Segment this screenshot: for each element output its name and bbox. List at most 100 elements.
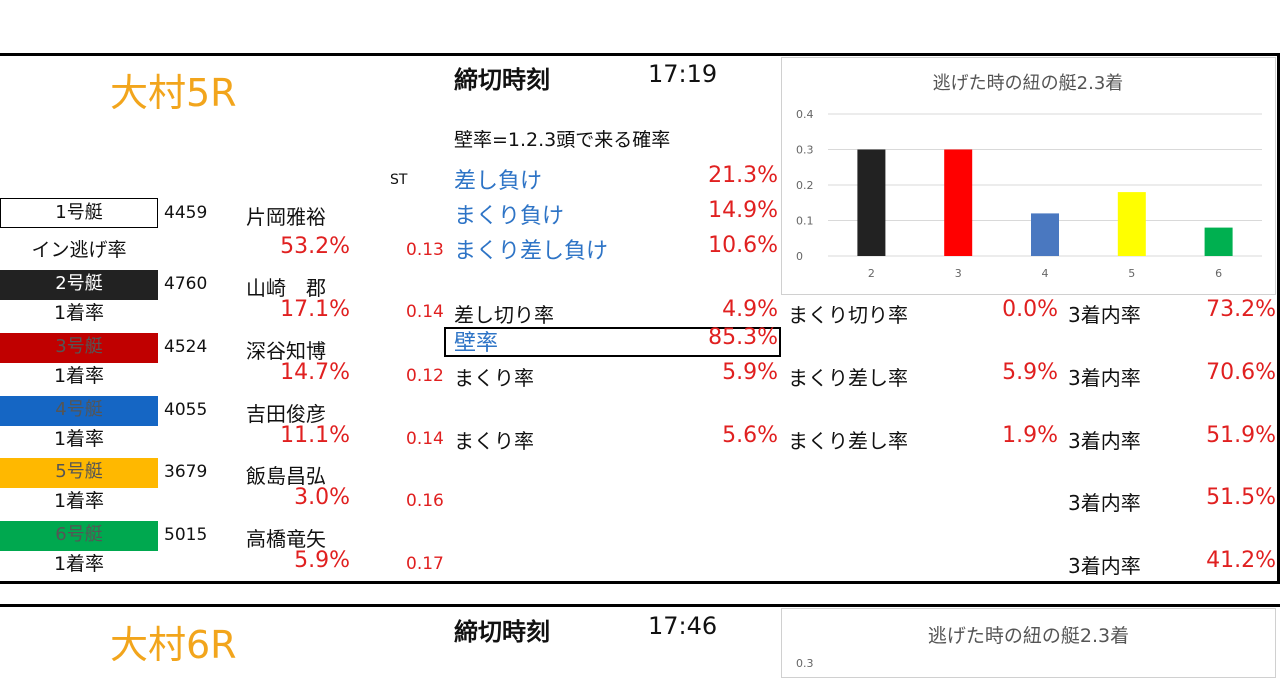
- bar-boat-4: [1031, 213, 1059, 256]
- boat-2-sashikiri-value: 4.9%: [722, 297, 778, 322]
- bar-boat-5: [1117, 192, 1146, 256]
- boat-6-rate-label: 1着率: [53, 553, 105, 575]
- boat-3-rate-label: 1着率: [53, 365, 105, 387]
- boat-1-rate: 53.2%: [280, 234, 350, 259]
- boat-5-top3-value: 51.5%: [1206, 485, 1276, 510]
- race1-deadline-label: 締切時刻: [454, 66, 550, 94]
- boat-4-makurisashi-value: 1.9%: [1002, 423, 1058, 448]
- chart-bars: [857, 149, 1233, 256]
- loss-value-makuri-sashi: 10.6%: [708, 233, 778, 258]
- boat-2-top3-label: 3着内率: [1068, 303, 1141, 327]
- race1-right-border: [1277, 53, 1280, 583]
- boat-3-makurisashi-label: まくり差し率: [788, 366, 908, 390]
- boat-4-racer-id: 4055: [164, 400, 208, 420]
- y-tick-label: 0: [796, 250, 803, 263]
- boat-2-racer-name: 山崎 郡: [246, 276, 326, 300]
- boat-4-top3-label: 3着内率: [1068, 429, 1141, 453]
- boat-4-makuri-value: 5.6%: [722, 423, 778, 448]
- boat-6-top3-value: 41.2%: [1206, 548, 1276, 573]
- boat-6-st: 0.17: [406, 554, 444, 574]
- boat-3-racer-id: 4524: [164, 337, 208, 357]
- boat-2-top3-value: 73.2%: [1206, 297, 1276, 322]
- boat-2-makurikiri-label: まくり切り率: [788, 303, 908, 327]
- loss-value-sashi: 21.3%: [708, 163, 778, 188]
- y-tick-label: 0.3: [796, 144, 814, 157]
- wall-rate-label: 壁率: [454, 331, 499, 356]
- race2-deadline-time: 17:46: [648, 612, 718, 640]
- boat-4-makurisashi-label: まくり差し率: [788, 429, 908, 453]
- boat-2-rate-label: 1着率: [53, 302, 105, 324]
- loss-label-makuri: まくり負け: [454, 204, 565, 229]
- boat-3-makuri-label: まくり率: [454, 366, 534, 390]
- bar-boat-3: [944, 149, 973, 256]
- race2-venue-title: 大村6R: [110, 623, 237, 667]
- race2-chart-title: 逃げた時の紐の艇2.3着: [927, 625, 1130, 647]
- boat-3-rate: 14.7%: [280, 360, 350, 385]
- race2-chart-y-top-tick: 0.3: [796, 657, 814, 670]
- loss-value-makuri: 14.9%: [708, 198, 778, 223]
- boat-1-label: 1号艇: [0, 198, 158, 228]
- x-tick-label: 6: [1215, 267, 1222, 280]
- boat-2-st: 0.14: [406, 302, 444, 322]
- boat-6-top3-label: 3着内率: [1068, 554, 1141, 578]
- race2-top-border: [0, 604, 1280, 607]
- boat-1-racer-id: 4459: [164, 203, 208, 223]
- race2-deadline-label: 締切時刻: [454, 618, 550, 646]
- x-tick-label: 3: [955, 267, 962, 280]
- boat-4-st: 0.14: [406, 429, 444, 449]
- boat-1-st: 0.13: [406, 240, 444, 260]
- boat-2-racer-id: 4760: [164, 274, 208, 294]
- y-tick-label: 0.2: [796, 179, 814, 192]
- loss-label-sashi: 差し負け: [454, 169, 543, 194]
- boat-1-racer-name: 片岡雅裕: [246, 205, 326, 229]
- wall-rate-value: 85.3%: [708, 325, 778, 350]
- boat-1-rate-label: イン逃げ率: [31, 239, 127, 261]
- boat-5-rate: 3.0%: [294, 485, 350, 510]
- race1-deadline-time: 17:19: [648, 60, 718, 88]
- boat-4-rate: 11.1%: [280, 423, 350, 448]
- race1-bar-chart: 逃げた時の紐の艇2.3着 0 0.1 0.2 0.3 0.4 2 3 4 5 6: [796, 73, 1262, 280]
- boat-5-racer-name: 飯島昌弘: [246, 464, 326, 488]
- x-tick-label: 4: [1042, 267, 1049, 280]
- race1-top-border: [0, 53, 1280, 56]
- wall-definition-note: 壁率=1.2.3頭で来る確率: [454, 129, 671, 151]
- boat-3-label: 3号艇: [0, 333, 158, 363]
- boat-3-racer-name: 深谷知博: [246, 339, 326, 363]
- boat-5-racer-id: 3679: [164, 462, 208, 482]
- st-column-label: ST: [390, 172, 408, 188]
- boat-5-label: 5号艇: [0, 458, 158, 488]
- x-tick-label: 2: [868, 267, 875, 280]
- wall-rate-frame: [444, 327, 781, 357]
- boat-3-top3-label: 3着内率: [1068, 366, 1141, 390]
- boat-6-label: 6号艇: [0, 521, 158, 551]
- boat-2-sashikiri-label: 差し切り率: [454, 303, 554, 327]
- race1-venue-title: 大村5R: [110, 71, 237, 115]
- boat-5-top3-label: 3着内率: [1068, 491, 1141, 515]
- y-tick-label: 0.1: [796, 215, 814, 228]
- loss-label-makuri-sashi: まくり差し負け: [454, 239, 609, 264]
- y-tick-label: 0.4: [796, 108, 814, 121]
- chart-y-ticks: 0 0.1 0.2 0.3 0.4: [796, 108, 814, 263]
- boat-3-st: 0.12: [406, 366, 444, 386]
- boat-5-st: 0.16: [406, 491, 444, 511]
- boat-6-racer-id: 5015: [164, 525, 208, 545]
- boat-5-rate-label: 1着率: [53, 490, 105, 512]
- chart-title: 逃げた時の紐の艇2.3着: [933, 73, 1124, 94]
- boat-6-racer-name: 高橋竜矢: [246, 527, 326, 551]
- race1-bottom-border: [0, 581, 1280, 584]
- bar-boat-2: [857, 149, 886, 256]
- bar-boat-6: [1204, 227, 1233, 256]
- boat-2-makurikiri-value: 0.0%: [1002, 297, 1058, 322]
- boat-3-top3-value: 70.6%: [1206, 360, 1276, 385]
- boat-3-makuri-value: 5.9%: [722, 360, 778, 385]
- chart-x-ticks: 2 3 4 5 6: [868, 267, 1222, 280]
- boat-4-top3-value: 51.9%: [1206, 423, 1276, 448]
- boat-4-label: 4号艇: [0, 396, 158, 426]
- boat-3-makurisashi-value: 5.9%: [1002, 360, 1058, 385]
- boat-2-label: 2号艇: [0, 270, 158, 300]
- boat-4-makuri-label: まくり率: [454, 429, 534, 453]
- x-tick-label: 5: [1128, 267, 1135, 280]
- boat-4-racer-name: 吉田俊彦: [246, 402, 326, 426]
- race1-chart-panel: 逃げた時の紐の艇2.3着 0 0.1 0.2 0.3 0.4 2 3 4 5 6: [781, 57, 1276, 295]
- boat-6-rate: 5.9%: [294, 548, 350, 573]
